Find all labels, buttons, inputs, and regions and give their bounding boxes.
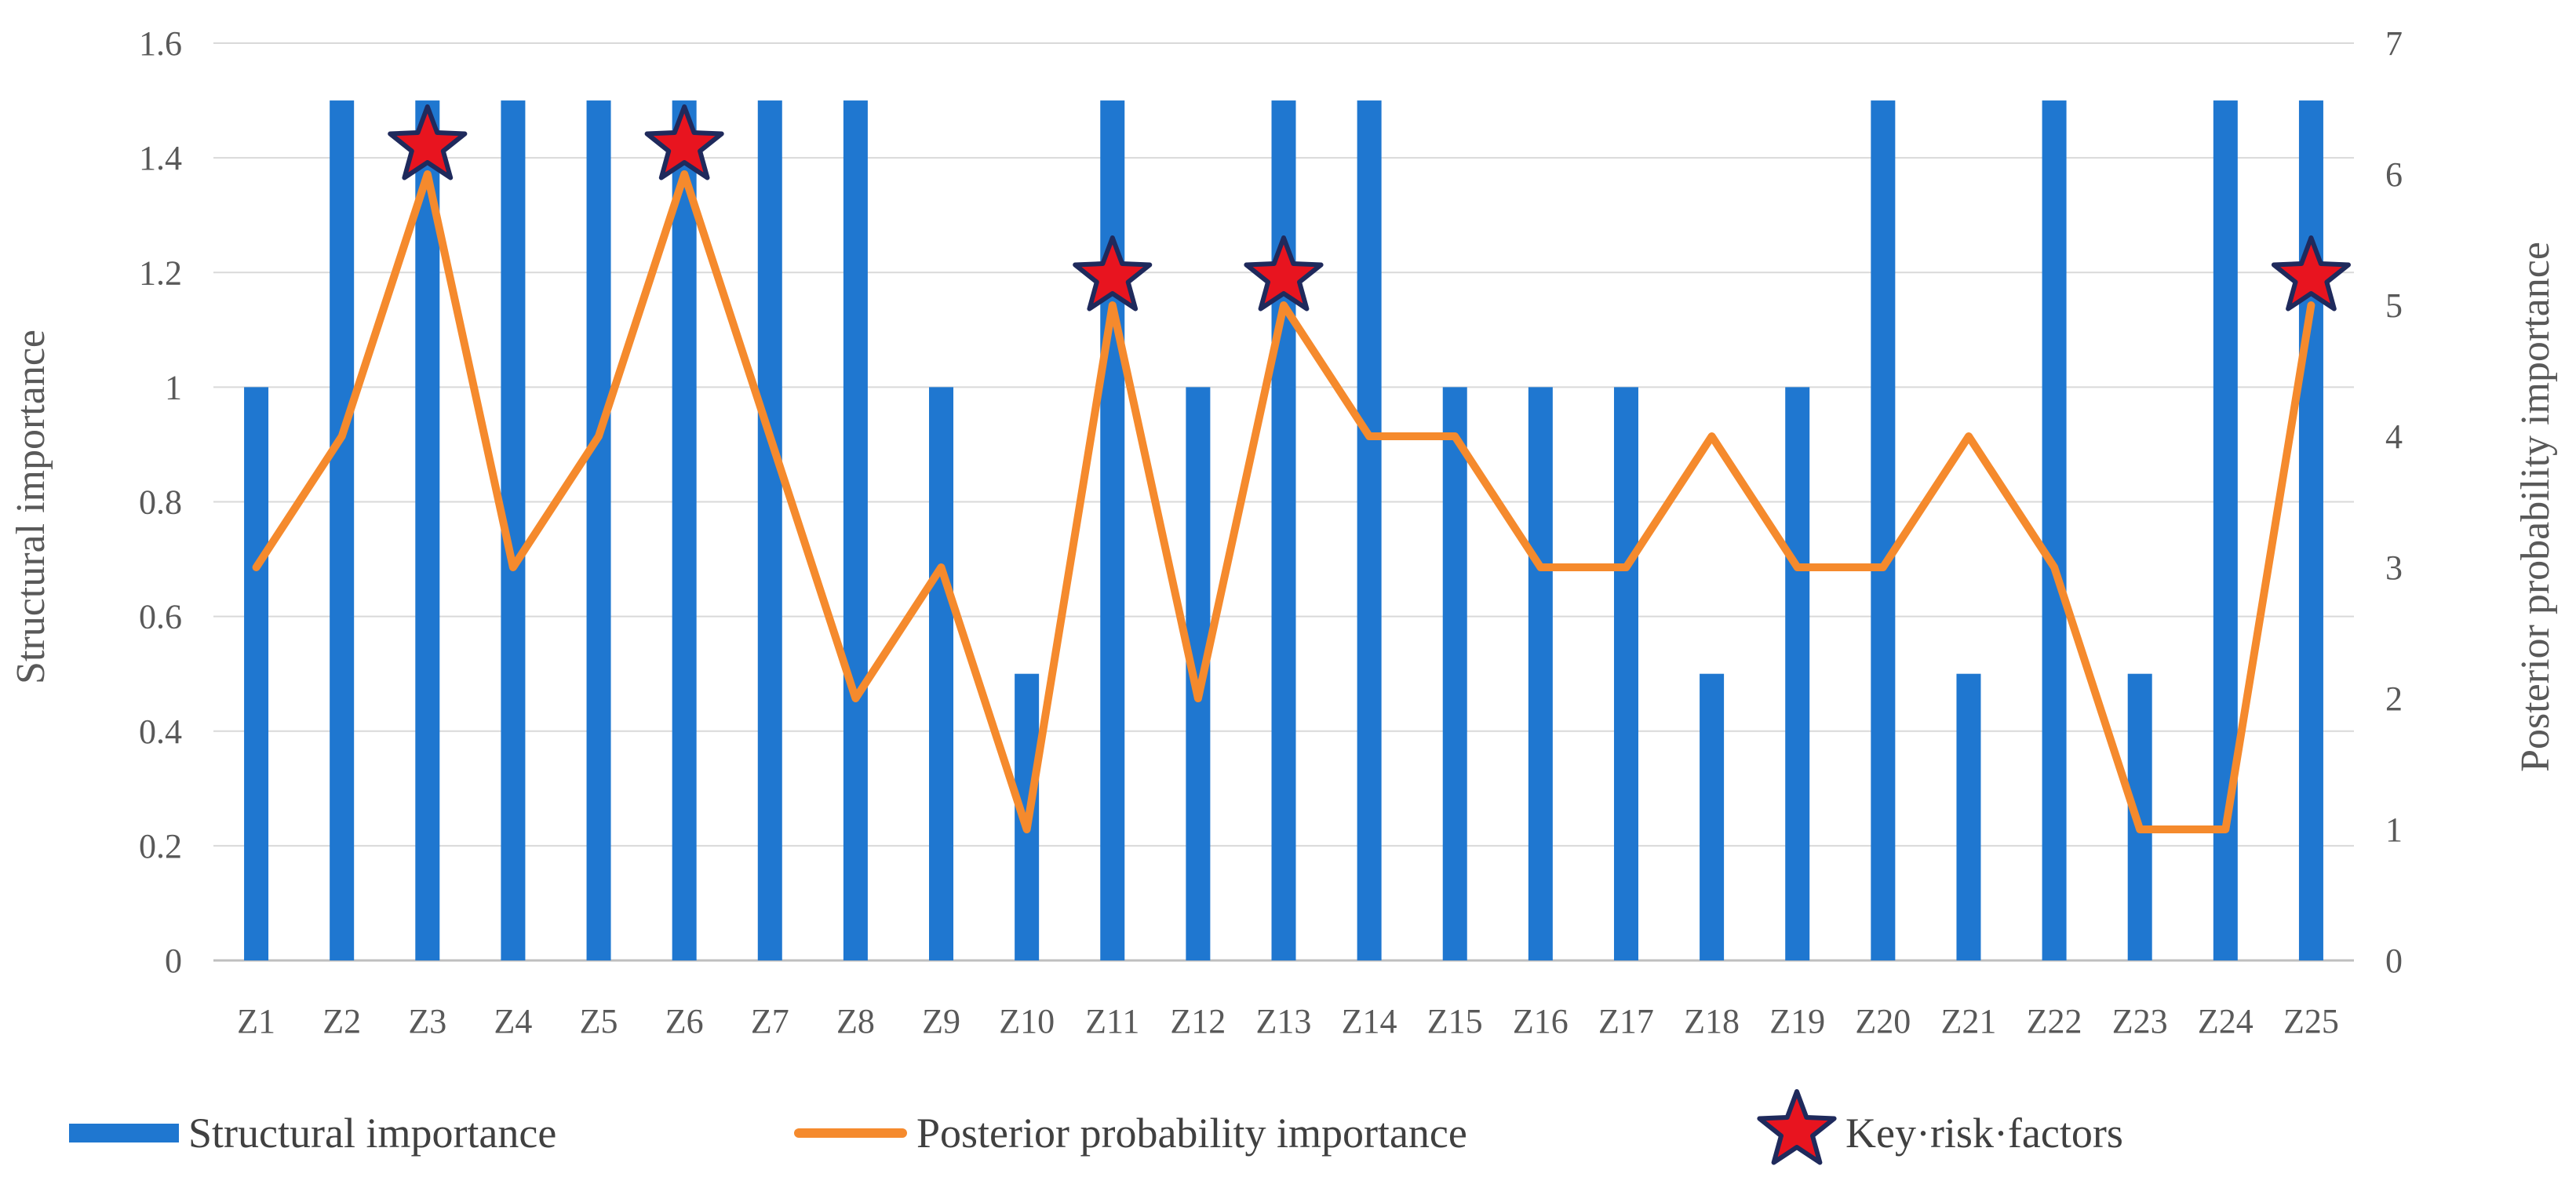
x-tick-label: Z24 (2198, 1002, 2254, 1040)
legend-label-structural-importance: Structural importance (188, 1110, 556, 1157)
y2-tick-label: 5 (2385, 286, 2403, 325)
bar-Z11 (1100, 100, 1125, 960)
star-marker-Z11 (1073, 235, 1153, 312)
key-risk-factor-markers (388, 104, 2351, 312)
right-axis-tick-labels: 0 1 2 3 4 5 6 7 (2385, 24, 2403, 980)
x-tick-label: Z15 (1427, 1002, 1483, 1040)
star-marker-Z6 (644, 104, 724, 180)
bar-Z6 (672, 100, 697, 960)
x-tick-label: Z17 (1598, 1002, 1654, 1040)
x-tick-label: Z4 (494, 1002, 532, 1040)
y2-tick-label: 0 (2385, 942, 2403, 980)
bar-Z22 (2042, 100, 2067, 960)
y-axis-title: Structural importance (9, 330, 53, 684)
y2-tick-label: 2 (2385, 680, 2403, 718)
legend-item-key-risk-factors: Key·risk·factors (1757, 1089, 2123, 1165)
y-tick-label: 1.2 (139, 253, 182, 292)
bar-Z20 (1871, 100, 1896, 960)
bar-Z19 (1785, 387, 1810, 960)
legend-item-structural-importance: Structural importance (69, 1110, 556, 1157)
bar-Z8 (843, 100, 868, 960)
star-marker-Z13 (1244, 235, 1324, 312)
y-tick-label: 0.8 (139, 483, 182, 522)
y2-tick-label: 7 (2385, 24, 2403, 63)
x-tick-label: Z19 (1769, 1002, 1825, 1040)
bar-Z7 (757, 100, 782, 960)
bar-Z25 (2298, 100, 2323, 960)
y2-axis-title: Posterior probability importance (2513, 242, 2558, 772)
y2-tick-label: 1 (2385, 811, 2403, 849)
x-tick-label: Z14 (1342, 1002, 1397, 1040)
bar-Z18 (1700, 673, 1725, 960)
x-tick-label: Z10 (999, 1002, 1055, 1040)
bar-Z17 (1613, 387, 1638, 960)
legend-swatch-bar (69, 1124, 179, 1142)
structural-importance-bars (244, 100, 2323, 960)
y2-tick-label: 4 (2385, 417, 2403, 456)
bar-Z15 (1442, 387, 1467, 960)
bar-Z2 (330, 100, 355, 960)
x-tick-label: Z9 (922, 1002, 960, 1040)
x-tick-label: Z11 (1085, 1002, 1139, 1040)
x-tick-label: Z1 (237, 1002, 275, 1040)
star-marker-Z3 (388, 104, 468, 180)
category-tick-labels: Z1 Z2 Z3 Z4 Z5 Z6 Z7 Z8 Z9 Z10 Z11 Z12 Z13 Z14 Z15 Z16 Z… (237, 1002, 2339, 1040)
bar-Z1 (244, 387, 269, 960)
y-tick-label: 0.4 (139, 712, 182, 751)
x-tick-label: Z7 (751, 1002, 789, 1040)
bar-Z14 (1357, 100, 1382, 960)
x-tick-label: Z22 (2027, 1002, 2082, 1040)
x-tick-label: Z13 (1256, 1002, 1312, 1040)
y2-tick-label: 6 (2385, 155, 2403, 194)
bar-Z9 (929, 387, 954, 960)
legend-label-key-risk-factors: Key·risk·factors (1845, 1110, 2123, 1157)
x-tick-label: Z21 (1941, 1002, 1997, 1040)
y-tick-label: 1 (165, 368, 182, 406)
bar-Z21 (1956, 673, 1981, 960)
y-tick-label: 0.6 (139, 598, 182, 636)
y2-tick-label: 3 (2385, 548, 2403, 587)
left-axis-tick-labels: 0 0.2 0.4 0.6 0.8 1 1.2 1.4 1.6 (139, 24, 182, 980)
legend-item-posterior-probability: Posterior probability importance (794, 1110, 1467, 1157)
bar-Z13 (1271, 100, 1296, 960)
x-tick-label: Z23 (2112, 1002, 2168, 1040)
bar-Z5 (586, 100, 611, 960)
legend-star-shape (1757, 1089, 1837, 1165)
bar-Z16 (1528, 387, 1553, 960)
star-marker-Z25 (2271, 235, 2351, 312)
x-tick-label: Z2 (322, 1002, 361, 1040)
y-tick-label: 1.6 (139, 24, 182, 63)
x-tick-label: Z3 (408, 1002, 446, 1040)
x-tick-label: Z25 (2283, 1002, 2339, 1040)
legend-label-posterior-probability: Posterior probability importance (916, 1110, 1467, 1157)
y-tick-label: 0 (165, 942, 182, 980)
x-tick-label: Z20 (1855, 1002, 1911, 1040)
bar-Z3 (415, 100, 440, 960)
x-tick-label: Z18 (1684, 1002, 1740, 1040)
x-tick-label: Z8 (836, 1002, 875, 1040)
y-tick-label: 0.2 (139, 827, 182, 865)
legend: Structural importance Posterior probabil… (69, 1089, 2123, 1165)
x-tick-label: Z12 (1170, 1002, 1226, 1040)
posterior-line-path (252, 170, 2315, 833)
x-tick-label: Z16 (1513, 1002, 1569, 1040)
posterior-probability-line (252, 170, 2315, 833)
y-tick-label: 1.4 (139, 139, 182, 177)
x-tick-label: Z5 (580, 1002, 618, 1040)
x-tick-label: Z6 (665, 1002, 704, 1040)
legend-swatch-star-icon (1757, 1089, 1837, 1165)
